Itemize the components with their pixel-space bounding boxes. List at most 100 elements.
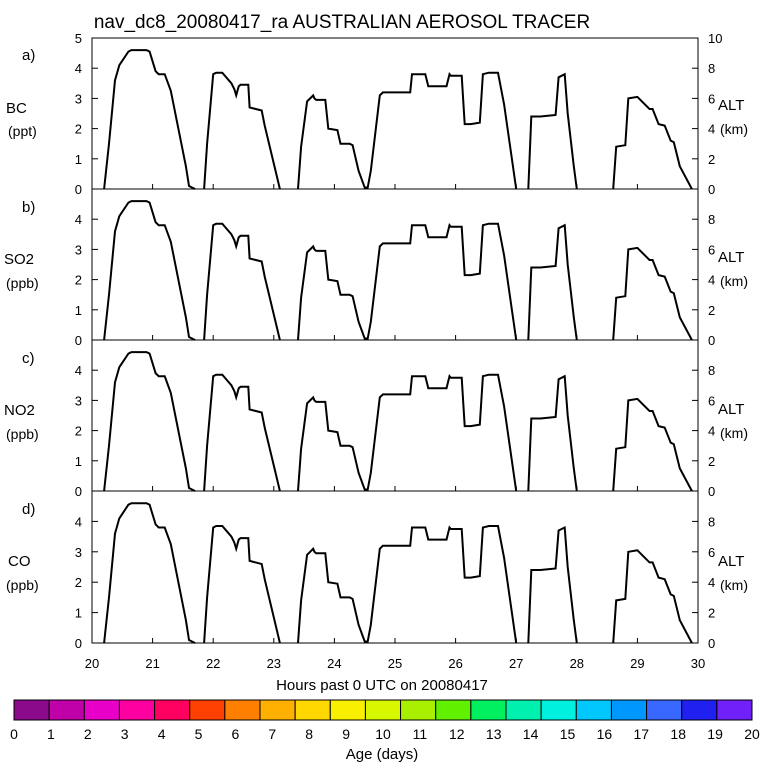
colorbar-tick-label: 18	[670, 726, 686, 742]
right-tick-label: 4	[708, 122, 715, 137]
left-tick-label: 5	[75, 31, 82, 46]
species-label: NO2	[4, 402, 35, 419]
panel-frame	[91, 37, 699, 190]
left-tick-label: 2	[75, 424, 82, 439]
right-tick-label: 2	[708, 303, 715, 318]
colorbar-tick-label: 16	[597, 726, 613, 742]
left-tick-label: 1	[75, 152, 82, 167]
left-tick-labels: 0 1 2 3 4 5	[75, 31, 98, 197]
left-tick-label: 1	[75, 606, 82, 621]
colorbar-tick-label: 6	[232, 726, 240, 742]
alt-unit: (km)	[720, 121, 748, 137]
left-tick-label: 4	[75, 514, 82, 529]
left-tick-label: 2	[75, 575, 82, 590]
altitude-line	[103, 200, 693, 341]
colorbar-cell	[294, 699, 331, 721]
right-tick-label: 8	[708, 212, 715, 227]
left-tick-label: 2	[75, 122, 82, 137]
colorbar-tick-label: 13	[486, 726, 502, 742]
age-colorbar	[13, 699, 753, 721]
right-tick-label: 6	[708, 545, 715, 560]
x-axis-label: Hours past 0 UTC on 20080417	[276, 677, 488, 694]
x-tick-label: 25	[388, 656, 402, 671]
colorbar-cell	[83, 699, 120, 721]
altitude-line	[103, 49, 693, 190]
panel-letter: d)	[22, 501, 35, 518]
right-tick-label: 0	[708, 484, 715, 499]
colorbar-cell	[364, 699, 402, 721]
chart-title: nav_dc8_20080417_ra AUSTRALIAN AEROSOL T…	[94, 12, 590, 33]
right-tick-label: 4	[708, 273, 715, 288]
alt-unit: (km)	[720, 425, 748, 441]
colorbar-cell	[646, 699, 683, 721]
x-tick-label: 20	[85, 656, 99, 671]
x-tick-label: 29	[630, 656, 644, 671]
panel-frame	[91, 490, 699, 644]
colorbar-cell	[716, 699, 753, 721]
right-tick-labels: 0 2 4 6 8	[692, 363, 715, 499]
colorbar-tick-label: 9	[342, 726, 350, 742]
right-tick-label: 4	[708, 424, 715, 439]
x-tick-label: 24	[327, 656, 341, 671]
x-tick-labels: 20 21 22 23 24 25 26 27 28 29 30	[85, 656, 705, 671]
x-tick-label: 21	[145, 656, 159, 671]
left-tick-label: 3	[75, 393, 82, 408]
right-tick-label: 4	[708, 575, 715, 590]
left-tick-label: 0	[75, 636, 82, 651]
colorbar-cell	[540, 699, 577, 721]
right-tick-label: 2	[708, 152, 715, 167]
colorbar-tick-label: 20	[744, 726, 760, 742]
alt-label: ALT	[718, 401, 744, 418]
x-tick-label: 23	[267, 656, 281, 671]
left-tick-label: 4	[75, 212, 82, 227]
right-tick-label: 0	[708, 636, 715, 651]
x-tick-label: 27	[509, 656, 523, 671]
colorbar-cell	[118, 699, 156, 721]
colorbar-tick-label: 11	[413, 726, 428, 742]
x-tick-label: 22	[206, 656, 220, 671]
left-tick-label: 4	[75, 363, 82, 378]
colorbar-tick-label: 7	[268, 726, 276, 742]
colorbar-cell	[575, 699, 612, 721]
left-tick-labels: 0 1 2 3 4	[75, 514, 98, 651]
colorbar-tick-label: 3	[121, 726, 129, 742]
panel-letter: c)	[22, 350, 35, 367]
colorbar-tick-label: 2	[84, 726, 92, 742]
species-unit: (ppb)	[6, 577, 39, 593]
right-tick-label: 6	[708, 393, 715, 408]
colorbar-cell	[13, 699, 50, 721]
colorbar-tick-label: 15	[560, 726, 576, 742]
colorbar-tick-label: 17	[634, 726, 650, 742]
colorbar-cell	[400, 699, 437, 721]
right-tick-label: 2	[708, 454, 715, 469]
species-unit: (ppb)	[6, 426, 39, 442]
left-tick-label: 1	[75, 303, 82, 318]
x-tick-label: 26	[448, 656, 462, 671]
right-tick-labels: 0 2 4 6 8	[692, 514, 715, 651]
right-tick-labels: 0 2 4 6 8	[692, 212, 715, 348]
colorbar-tick-label: 10	[375, 726, 391, 742]
colorbar-cell	[329, 699, 366, 721]
right-tick-label: 10	[708, 31, 722, 46]
colorbar-tick-label: 12	[449, 726, 465, 742]
altitude-line	[103, 351, 693, 492]
species-unit: (ppt)	[8, 123, 37, 139]
colorbar-cell	[259, 699, 296, 721]
x-tick-label: 28	[570, 656, 584, 671]
left-tick-label: 1	[75, 454, 82, 469]
alt-unit: (km)	[720, 273, 748, 289]
colorbar-cell	[224, 699, 261, 721]
left-tick-label: 4	[75, 61, 82, 76]
colorbar-cell	[154, 699, 191, 721]
altitude-line	[103, 502, 693, 644]
right-tick-label: 8	[708, 61, 715, 76]
colorbar-label: Age (days)	[346, 746, 419, 763]
alt-unit: (km)	[720, 577, 748, 593]
left-tick-label: 0	[75, 484, 82, 499]
right-tick-label: 0	[708, 182, 715, 197]
panel-c: c) NO2 (ppb) ALT (km) 0 1 2 3 4 0 2 4 6 8	[4, 339, 748, 499]
panel-frame	[91, 188, 699, 341]
alt-label: ALT	[718, 553, 744, 570]
left-tick-label: 3	[75, 91, 82, 106]
